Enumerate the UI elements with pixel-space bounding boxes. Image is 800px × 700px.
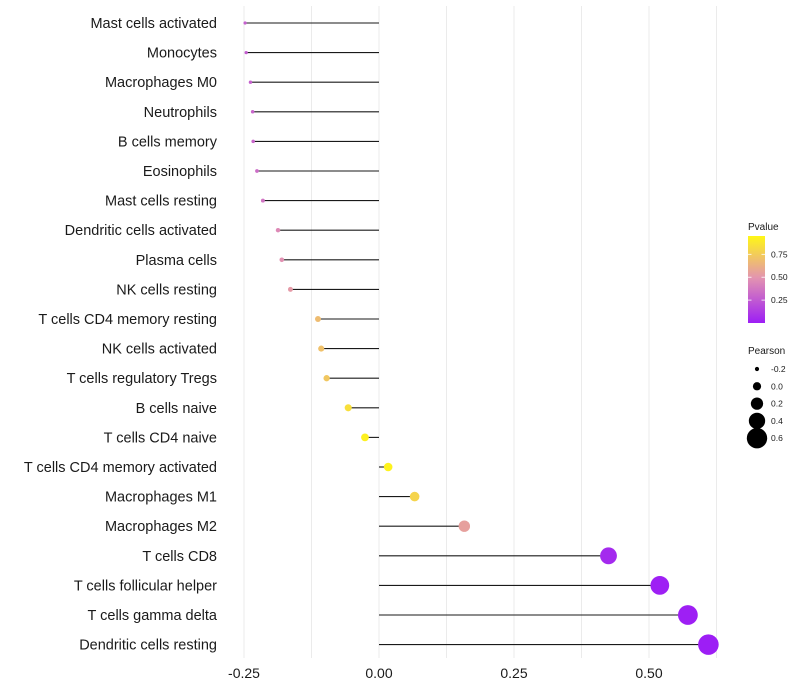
points-layer: [243, 21, 719, 655]
colorbar-tick-label: 0.25: [771, 295, 788, 305]
data-point: [275, 227, 281, 233]
data-point: [677, 605, 698, 625]
category-label: T cells regulatory Tregs: [67, 371, 217, 387]
x-tick-label: 0.00: [365, 665, 392, 681]
data-point: [409, 491, 420, 502]
category-label: NK cells activated: [102, 342, 217, 358]
pvalue-colorbar-ticks: 0.25 0.50 0.75: [748, 249, 788, 305]
x-tick-label: 0.50: [635, 665, 662, 681]
category-labels: Mast cells activated Monocytes Macrophages…: [24, 16, 218, 654]
pearson-legend-title: Pearson: [748, 346, 785, 357]
pearson-legend-label: 0.4: [771, 416, 783, 426]
data-point: [260, 198, 265, 203]
category-label: Plasma cells: [136, 253, 217, 269]
category-label: B cells memory: [118, 134, 218, 150]
data-point: [251, 139, 255, 144]
category-label: Dendritic cells resting: [79, 638, 217, 654]
pearson-legend-label: 0.0: [771, 381, 783, 391]
data-point: [244, 50, 248, 55]
pearson-legend-dot: [752, 382, 762, 391]
x-axis-ticks: -0.25 0.00 0.25 0.50: [228, 665, 663, 681]
pearson-legend-dot: [748, 412, 766, 430]
category-label: Mast cells resting: [105, 194, 217, 210]
data-point: [458, 520, 471, 532]
stems-layer: [245, 22, 709, 646]
data-point: [287, 286, 293, 292]
data-point: [650, 576, 670, 595]
data-point: [314, 316, 321, 322]
data-point: [250, 110, 255, 114]
category-label: T cells CD4 memory activated: [24, 460, 217, 476]
data-point: [279, 257, 285, 263]
colorbar-tick-label: 0.50: [771, 272, 788, 282]
data-point: [344, 404, 352, 412]
category-label: T cells CD4 naive: [104, 430, 217, 446]
colorbar-tick-label: 0.75: [771, 249, 788, 259]
category-label: Macrophages M1: [105, 490, 217, 506]
pearson-legend-items: -0.2 0.0 0.2 0.4 0.6: [746, 364, 786, 449]
data-point: [243, 21, 247, 25]
pearson-legend-dot: [754, 366, 760, 372]
category-label: Monocytes: [147, 46, 217, 62]
data-point: [698, 634, 719, 655]
grid-layer: [243, 6, 717, 658]
pearson-legend-label: 0.2: [771, 399, 783, 409]
pearson-legend: Pearson -0.2 0.0 0.2 0.4 0.6: [746, 346, 786, 449]
pvalue-legend: Pvalue 0.25 0.50 0.75: [748, 222, 788, 323]
pearson-legend-label: 0.6: [771, 433, 783, 443]
data-point: [318, 345, 325, 352]
category-label: Dendritic cells activated: [65, 223, 217, 239]
data-point: [248, 80, 253, 84]
data-point: [383, 462, 393, 472]
data-point: [323, 375, 330, 382]
data-point: [361, 433, 369, 442]
data-point: [255, 169, 259, 173]
pearson-legend-dot: [750, 397, 764, 410]
pearson-legend-label: -0.2: [771, 364, 786, 374]
x-tick-label: 0.25: [500, 665, 527, 681]
category-label: Eosinophils: [143, 164, 217, 180]
category-label: Macrophages M2: [105, 519, 217, 535]
category-label: T cells follicular helper: [74, 578, 217, 594]
pearson-legend-dot: [746, 428, 768, 449]
category-label: T cells CD8: [142, 549, 217, 565]
category-label: B cells naive: [136, 401, 217, 417]
pvalue-colorbar: [748, 236, 765, 323]
category-label: T cells CD4 memory resting: [38, 312, 217, 328]
category-label: Mast cells activated: [90, 16, 217, 32]
pvalue-legend-title: Pvalue: [748, 222, 779, 233]
category-label: T cells gamma delta: [88, 608, 218, 624]
category-label: NK cells resting: [116, 282, 217, 298]
category-label: Neutrophils: [144, 105, 217, 121]
category-label: Macrophages M0: [105, 75, 217, 91]
x-tick-label: -0.25: [228, 665, 260, 681]
data-point: [600, 547, 617, 565]
